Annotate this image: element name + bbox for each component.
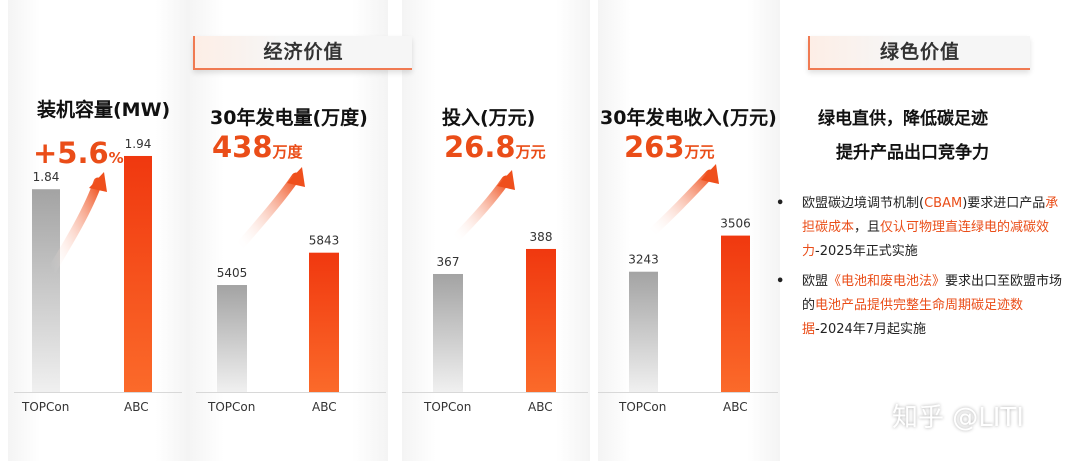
bullet-text: 欧盟碳边境调节机制( — [802, 196, 925, 211]
bar-value-label: 3506 — [720, 217, 751, 231]
highlight-generation-unit: 万度 — [272, 143, 303, 161]
chart-title-revenue: 30年发电收入(万元) — [600, 107, 777, 129]
bar-value-label: 5843 — [309, 234, 340, 248]
bar-value-label: 388 — [530, 230, 553, 244]
highlight-capacity: +5.6% — [33, 136, 124, 170]
bar-abc — [526, 248, 556, 392]
baseline-revenue — [598, 392, 778, 393]
chart-title-capacity: 装机容量(MW) — [37, 99, 171, 121]
watermark: 知乎 @LITI — [892, 403, 1024, 433]
bar-topcon — [433, 273, 463, 392]
bar-value-label: 3243 — [628, 253, 659, 267]
bullet-dot-icon: • — [776, 274, 785, 289]
growth-arrow-icon — [233, 172, 301, 253]
category-label: ABC — [528, 400, 553, 414]
category-label: ABC — [723, 400, 748, 414]
bar-topcon — [32, 189, 60, 392]
bullet-cbam: • 欧盟碳边境调节机制(CBAM)要求进口产品承担碳成本，且仅认可物理直连绿电的… — [776, 192, 1066, 264]
category-label: TOPCon — [424, 400, 472, 414]
bullet-text: -2025年正式实施 — [815, 244, 918, 259]
highlight-generation-number: 438 — [212, 130, 273, 164]
bullet-text: ，且 — [854, 220, 881, 235]
bar-abc — [309, 252, 339, 392]
growth-arrow-icon — [47, 177, 103, 275]
highlight-revenue-number: 263 — [624, 130, 685, 164]
economic-value-header: 经济价值 — [193, 36, 412, 70]
bullet-battery-law: • 欧盟《电池和废电池法》要求出口至欧盟市场的电池产品提供完整生命周期碳足迹数据… — [776, 270, 1066, 342]
bar-abc — [721, 235, 750, 392]
highlight-revenue-unit: 万元 — [684, 143, 715, 161]
bullet-text: )要求进口产品 — [962, 196, 1046, 211]
chart-title-investment: 投入(万元) — [442, 107, 536, 129]
bar-value-label: 1.94 — [125, 137, 152, 151]
growth-arrow-head-icon — [287, 167, 305, 187]
green-tagline-1: 绿电直供，降低碳足迹 — [818, 109, 988, 129]
highlight-revenue: 263万元 — [624, 130, 715, 164]
highlight-capacity-unit: % — [108, 149, 124, 167]
chart-title-generation: 30年发电量(万度) — [210, 107, 368, 129]
growth-arrow-icon — [645, 169, 715, 239]
baseline-capacity — [14, 392, 182, 393]
bar-topcon — [217, 285, 247, 392]
bullet-highlight: 电池产品提供完整生命周期碳足迹数据 — [802, 298, 1024, 337]
highlight-investment-number: 26.8 — [444, 130, 516, 164]
bar-value-label: 367 — [437, 255, 460, 269]
highlight-investment: 26.8万元 — [444, 130, 546, 164]
category-label: TOPCon — [22, 400, 70, 414]
category-label: ABC — [312, 400, 337, 414]
baseline-investment — [402, 392, 588, 393]
category-label: TOPCon — [619, 400, 667, 414]
category-label: ABC — [124, 400, 149, 414]
bar-value-label: 5405 — [217, 266, 248, 280]
green-tagline-2: 提升产品出口竞争力 — [836, 143, 989, 163]
highlight-investment-unit: 万元 — [515, 143, 546, 161]
bullet-highlight: 仅认可物理直连绿电的减碳效力 — [802, 220, 1050, 259]
bullet-dot-icon: • — [776, 196, 785, 211]
bullet-highlight: 承担碳成本 — [802, 196, 1059, 235]
highlight-capacity-number: +5.6 — [33, 136, 109, 170]
highlight-generation: 438万度 — [212, 130, 303, 164]
bullet-text: -2024年7月起实施 — [815, 322, 927, 337]
green-value-header: 绿色价值 — [808, 36, 1030, 70]
bullet-text: 欧盟 — [802, 274, 829, 289]
growth-arrow-icon — [449, 175, 511, 245]
category-label: TOPCon — [208, 400, 256, 414]
green-bullet-list: • 欧盟碳边境调节机制(CBAM)要求进口产品承担碳成本，且仅认可物理直连绿电的… — [776, 192, 1066, 348]
bar-abc — [124, 155, 152, 392]
growth-arrow-head-icon — [701, 164, 719, 184]
growth-arrow-head-icon — [497, 170, 515, 190]
bar-topcon — [629, 271, 658, 392]
growth-arrow-head-icon — [89, 172, 107, 192]
baseline-generation — [196, 392, 386, 393]
bullet-highlight: 《电池和废电池法》 — [828, 274, 946, 289]
bar-value-label: 1.84 — [33, 170, 60, 184]
bullet-text: 要求出口至欧盟市场的 — [802, 274, 1063, 313]
bullet-highlight: CBAM — [924, 196, 963, 211]
